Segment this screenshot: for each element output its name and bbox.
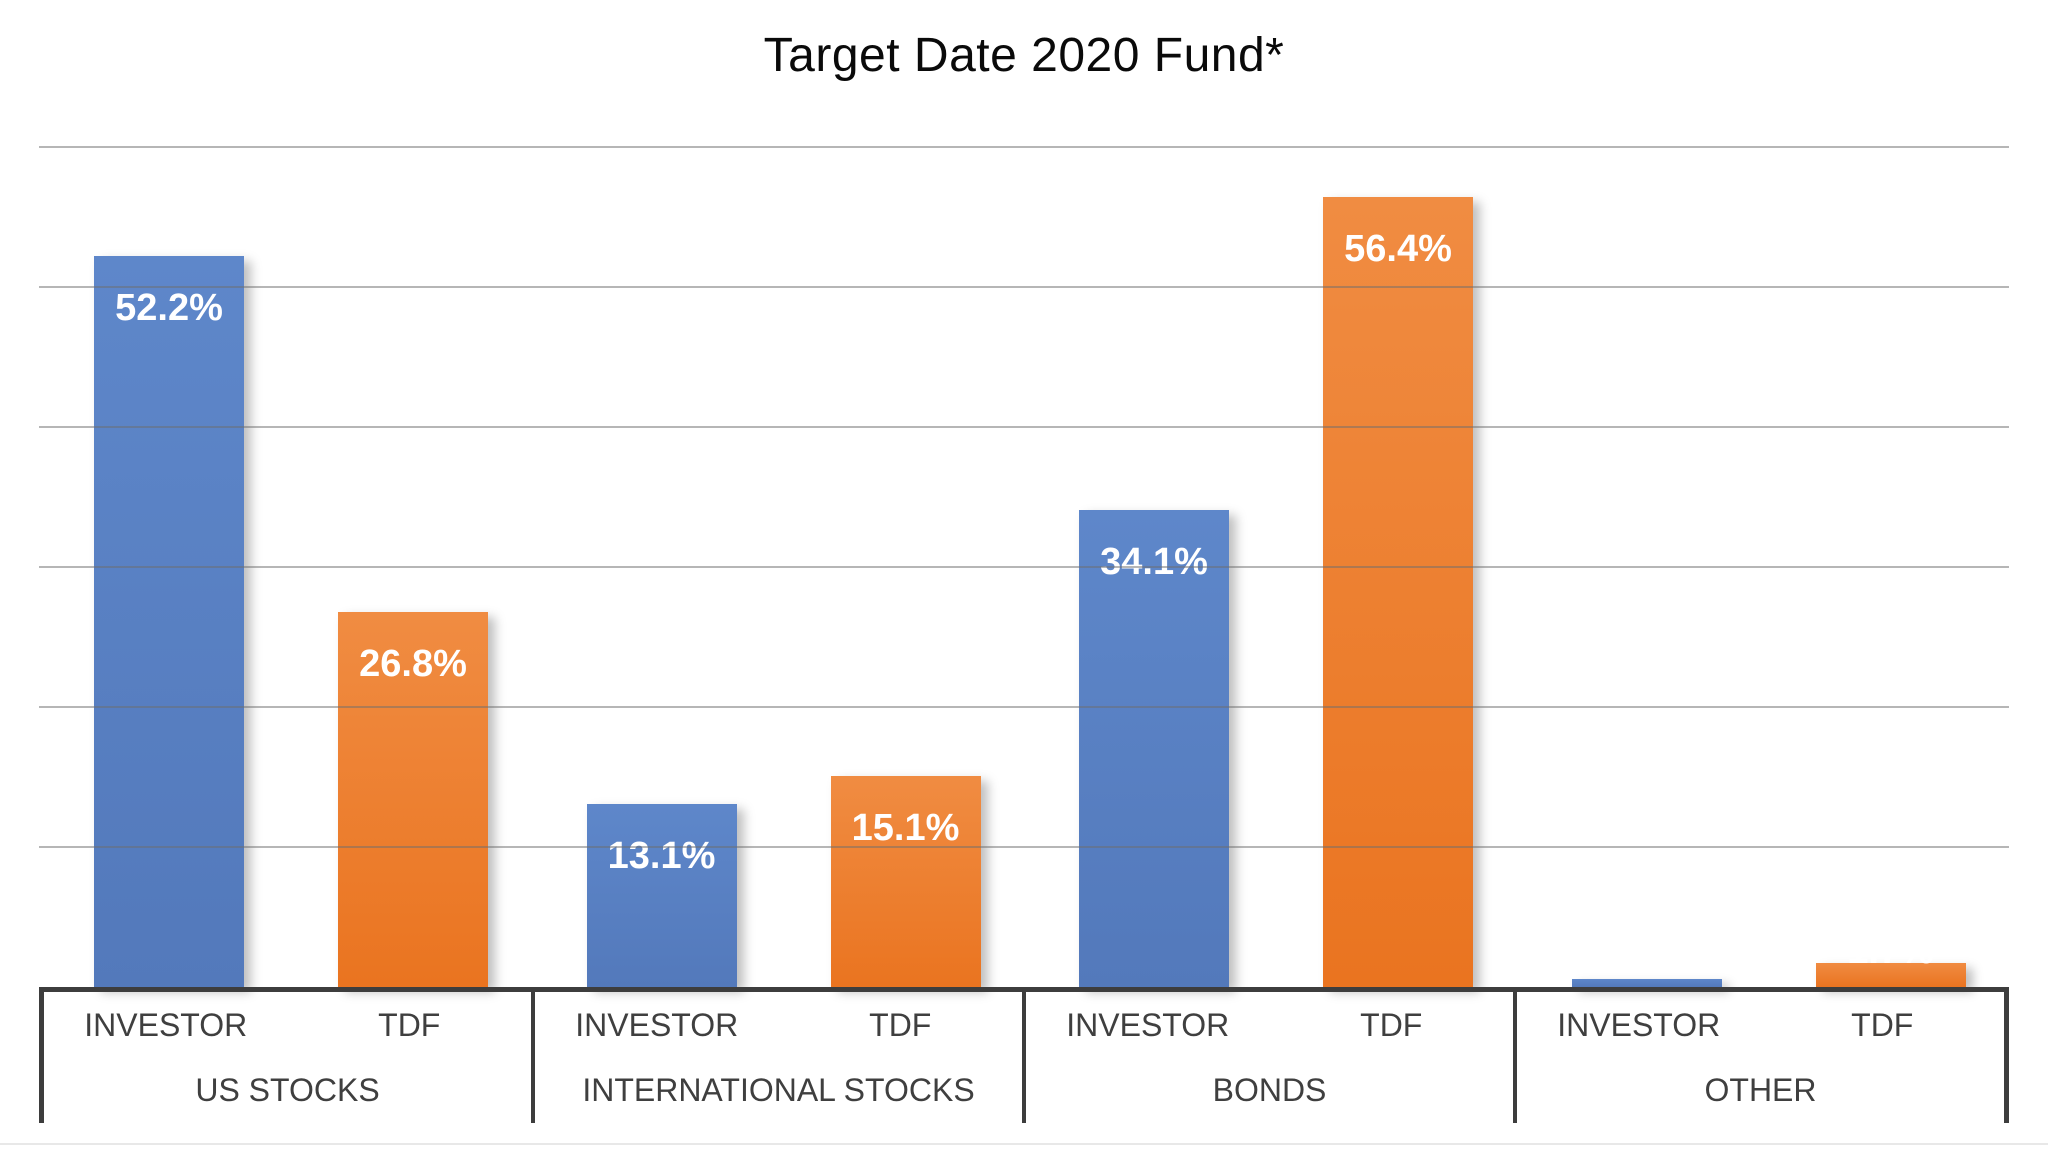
bar-tdf-bonds: 56.4% bbox=[1323, 197, 1473, 987]
gridline-40 bbox=[39, 426, 2009, 428]
axis-series-label: INVESTOR bbox=[1066, 1006, 1230, 1043]
axis-series-label: TDF bbox=[1360, 1006, 1423, 1043]
bar-value-label: 15.1% bbox=[851, 806, 960, 849]
bar-value-label: 13.1% bbox=[607, 834, 716, 877]
axis-category-label: BONDS bbox=[1212, 1072, 1327, 1108]
bar-value-label: 52.2% bbox=[115, 287, 223, 330]
axis-series-label: TDF bbox=[378, 1006, 441, 1043]
bar-value-label: 1.7% bbox=[1847, 930, 1934, 973]
axis-series-label: INVESTOR bbox=[1557, 1006, 1721, 1043]
axis-series-label: INVESTOR bbox=[84, 1006, 248, 1043]
gridline-60 bbox=[39, 146, 2009, 148]
bar-investor-international-stocks: 13.1% bbox=[586, 803, 737, 987]
bar-investor-other: 0.6% bbox=[1571, 936, 1722, 987]
axis-series-label: TDF bbox=[869, 1006, 932, 1043]
gridline-10 bbox=[39, 846, 2009, 848]
axis-category-label: INTERNATIONAL STOCKS bbox=[582, 1072, 975, 1108]
axis-category-label: OTHER bbox=[1704, 1072, 1817, 1108]
category-axis: INVESTOR TDF US STOCKS INVESTOR TDF INTERNATI… bbox=[39, 987, 2009, 1123]
bar-investor-bonds: 34.1% bbox=[1079, 509, 1229, 987]
bar-investor-us-stocks: 52.2% bbox=[94, 256, 244, 987]
bar-tdf-other: 1.7% bbox=[1815, 930, 1966, 987]
axis-group-cell-bonds: INVESTOR TDF BONDS bbox=[1026, 992, 1517, 1123]
bar-value-label: 34.1% bbox=[1100, 540, 1208, 583]
axis-group-cell-other: INVESTOR TDF OTHER bbox=[1517, 992, 2004, 1123]
bar-value-label: 0.6% bbox=[1603, 935, 1690, 978]
axis-series-label: INVESTOR bbox=[575, 1006, 739, 1043]
bar-tdf-us-stocks: 26.8% bbox=[338, 611, 488, 987]
bar-value-label: 26.8% bbox=[359, 642, 467, 685]
plot-area: 52.2% 26.8% 13.1% 15.1% 34.1% 56.4% 0.6% 1.7% bbox=[39, 0, 2009, 987]
axis-group-cell-international-stocks: INVESTOR TDF INTERNATIONAL STOCKS bbox=[535, 992, 1026, 1123]
gridline-50 bbox=[39, 286, 2009, 288]
bar-value-label: 56.4% bbox=[1344, 228, 1452, 271]
axis-series-label: TDF bbox=[1851, 1006, 1914, 1043]
gridline-20 bbox=[39, 706, 2009, 708]
chart-title: Target Date 2020 Fund* bbox=[763, 29, 1285, 82]
axis-group-cell-us-stocks: INVESTOR TDF US STOCKS bbox=[44, 992, 535, 1123]
bar-tdf-international-stocks: 15.1% bbox=[830, 775, 981, 987]
chart-bottom-edge bbox=[0, 1143, 2048, 1145]
axis-category-label: US STOCKS bbox=[195, 1072, 380, 1108]
gridline-30 bbox=[39, 566, 2009, 568]
